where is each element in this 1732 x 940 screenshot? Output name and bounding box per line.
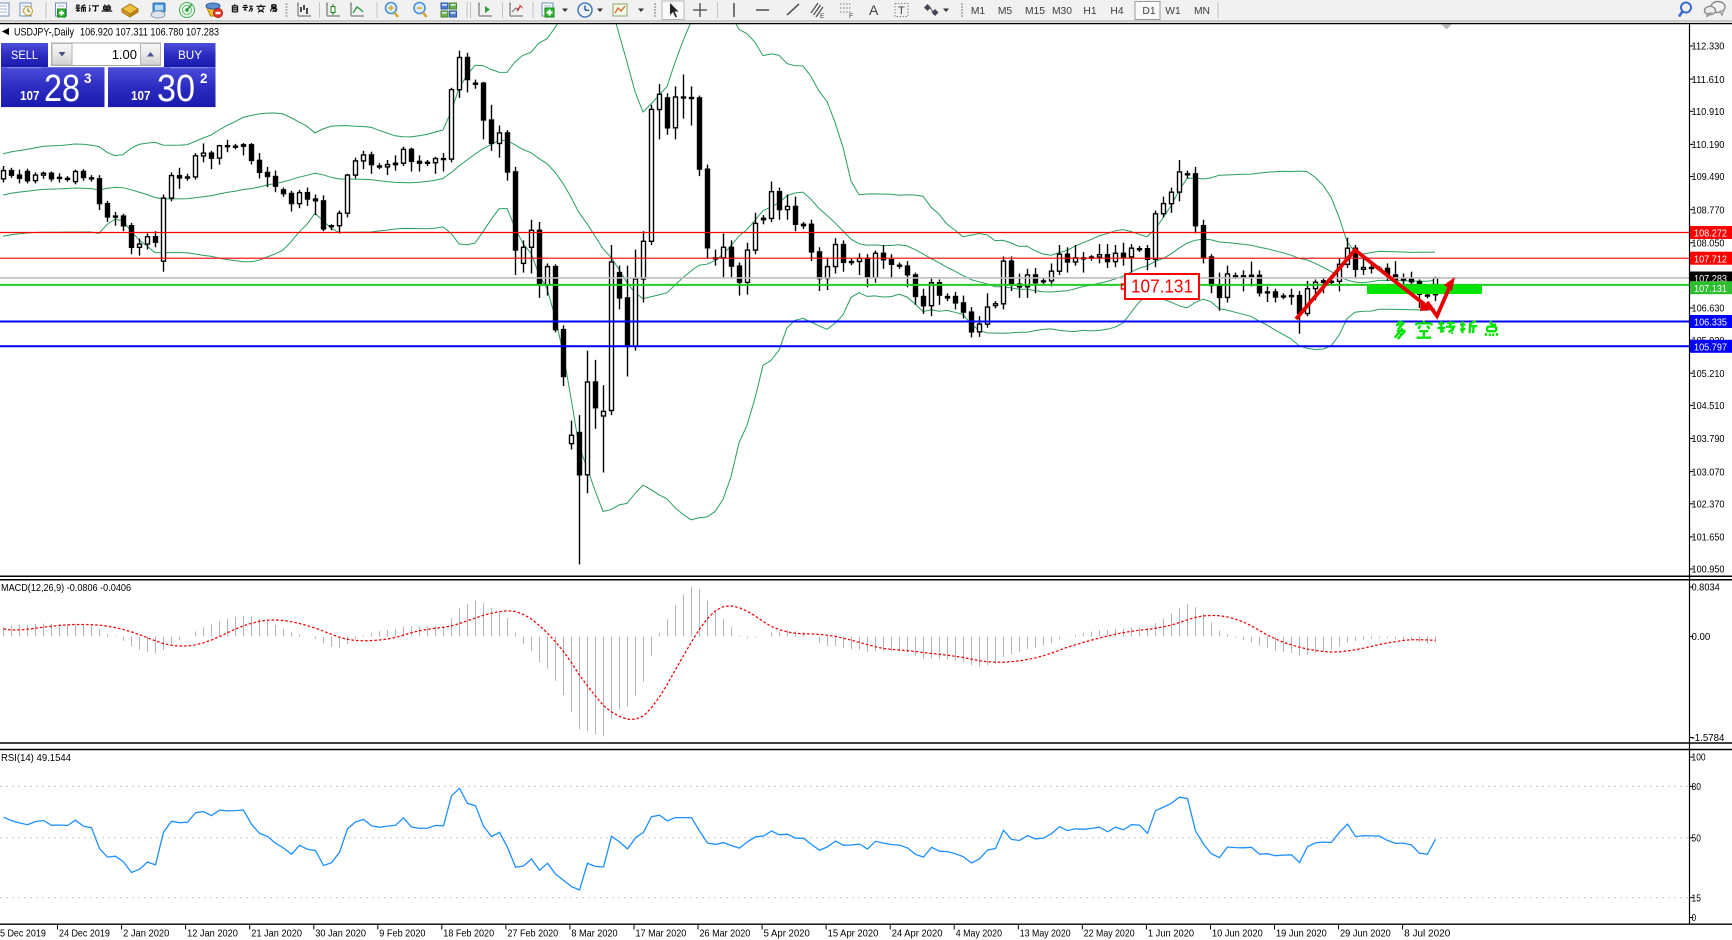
svg-text:100.950: 100.950 <box>1692 564 1725 576</box>
svg-text:18 Feb 2020: 18 Feb 2020 <box>443 928 494 940</box>
svg-text:107: 107 <box>131 88 151 103</box>
svg-text:105.797: 105.797 <box>1694 342 1727 354</box>
svg-text:106.630: 106.630 <box>1692 303 1725 315</box>
svg-text:106.920 107.311 106.780 107.28: 106.920 107.311 106.780 107.283 <box>80 26 219 38</box>
svg-text:A: A <box>869 2 879 18</box>
svg-text:RSI(14) 49.1544: RSI(14) 49.1544 <box>1 752 71 764</box>
svg-text:USDJPY-,Daily: USDJPY-,Daily <box>14 26 74 38</box>
svg-text:F: F <box>849 13 853 20</box>
svg-text:101.650: 101.650 <box>1692 532 1725 544</box>
svg-text:M5: M5 <box>998 6 1013 17</box>
svg-text:E: E <box>820 13 825 20</box>
svg-text:108.272: 108.272 <box>1694 228 1727 240</box>
svg-text:1.00: 1.00 <box>112 47 137 62</box>
svg-text:SELL: SELL <box>11 50 39 62</box>
svg-text:2 Jan 2020: 2 Jan 2020 <box>123 928 169 940</box>
svg-text:26 Mar 2020: 26 Mar 2020 <box>700 928 751 940</box>
svg-text:112.330: 112.330 <box>1692 41 1725 53</box>
svg-text:8 Jul 2020: 8 Jul 2020 <box>1404 928 1450 940</box>
svg-text:D1: D1 <box>1142 6 1155 17</box>
svg-text:3: 3 <box>84 71 92 86</box>
svg-text:2: 2 <box>200 71 208 86</box>
svg-text:1 Jun 2020: 1 Jun 2020 <box>1148 928 1194 940</box>
svg-text:27 Feb 2020: 27 Feb 2020 <box>507 928 558 940</box>
svg-text:10 Jun 2020: 10 Jun 2020 <box>1212 928 1263 940</box>
svg-text:-1.5784: -1.5784 <box>1692 732 1725 744</box>
svg-text:5 Apr 2020: 5 Apr 2020 <box>764 928 810 940</box>
svg-text:107.712: 107.712 <box>1694 253 1727 265</box>
svg-text:19 Jun 2020: 19 Jun 2020 <box>1276 928 1327 940</box>
svg-text:15: 15 <box>1692 892 1702 904</box>
svg-text:80: 80 <box>1692 781 1702 793</box>
svg-text:0.00: 0.00 <box>1692 631 1711 643</box>
svg-text:107: 107 <box>20 88 40 103</box>
svg-text:M1: M1 <box>971 6 986 17</box>
svg-text:M30: M30 <box>1052 6 1072 17</box>
svg-text:MACD(12,26,9) -0.0806 -0.0406: MACD(12,26,9) -0.0806 -0.0406 <box>1 582 131 594</box>
svg-text:107.131: 107.131 <box>1694 283 1727 295</box>
svg-text:15 Apr 2020: 15 Apr 2020 <box>828 928 879 940</box>
svg-text:17 Mar 2020: 17 Mar 2020 <box>636 928 687 940</box>
svg-text:H4: H4 <box>1110 6 1123 17</box>
svg-text:102.370: 102.370 <box>1692 499 1725 511</box>
svg-text:22 May 2020: 22 May 2020 <box>1084 928 1135 940</box>
svg-text:M15: M15 <box>1025 6 1045 17</box>
svg-text:50: 50 <box>1692 833 1702 845</box>
svg-text:107.131: 107.131 <box>1131 276 1193 297</box>
svg-text:W1: W1 <box>1165 6 1181 17</box>
svg-text:MN: MN <box>1194 6 1210 17</box>
svg-text:103.070: 103.070 <box>1692 466 1725 478</box>
svg-text:24 Apr 2020: 24 Apr 2020 <box>892 928 943 940</box>
svg-text:28: 28 <box>44 68 80 110</box>
svg-text:105.210: 105.210 <box>1692 368 1725 380</box>
svg-text:108.770: 108.770 <box>1692 204 1725 216</box>
svg-text:30: 30 <box>157 68 195 110</box>
svg-text:0: 0 <box>1692 912 1697 924</box>
svg-text:0.8034: 0.8034 <box>1692 582 1720 594</box>
svg-text:29 Jun 2020: 29 Jun 2020 <box>1340 928 1391 940</box>
svg-text:108.050: 108.050 <box>1692 237 1725 249</box>
svg-text:4 May 2020: 4 May 2020 <box>956 928 1002 940</box>
svg-text:100: 100 <box>1692 752 1706 764</box>
svg-text:13 May 2020: 13 May 2020 <box>1020 928 1071 940</box>
svg-text:109.490: 109.490 <box>1692 171 1725 183</box>
svg-text:15 Dec 2019: 15 Dec 2019 <box>0 928 46 940</box>
svg-text:111.610: 111.610 <box>1692 74 1725 86</box>
svg-text:106.335: 106.335 <box>1694 317 1727 329</box>
svg-text:12 Jan 2020: 12 Jan 2020 <box>187 928 238 940</box>
svg-text:104.510: 104.510 <box>1692 400 1725 412</box>
svg-text:H1: H1 <box>1083 6 1096 17</box>
svg-text:110.190: 110.190 <box>1692 139 1725 151</box>
svg-text:T: T <box>898 5 905 17</box>
svg-text:21 Jan 2020: 21 Jan 2020 <box>251 928 302 940</box>
svg-text:24 Dec 2019: 24 Dec 2019 <box>59 928 110 940</box>
svg-text:BUY: BUY <box>178 50 202 62</box>
svg-text:110.910: 110.910 <box>1692 106 1725 118</box>
svg-text:8 Mar 2020: 8 Mar 2020 <box>571 928 617 940</box>
svg-text:9 Feb 2020: 9 Feb 2020 <box>379 928 425 940</box>
svg-text:103.790: 103.790 <box>1692 433 1725 445</box>
svg-text:30 Jan 2020: 30 Jan 2020 <box>315 928 366 940</box>
